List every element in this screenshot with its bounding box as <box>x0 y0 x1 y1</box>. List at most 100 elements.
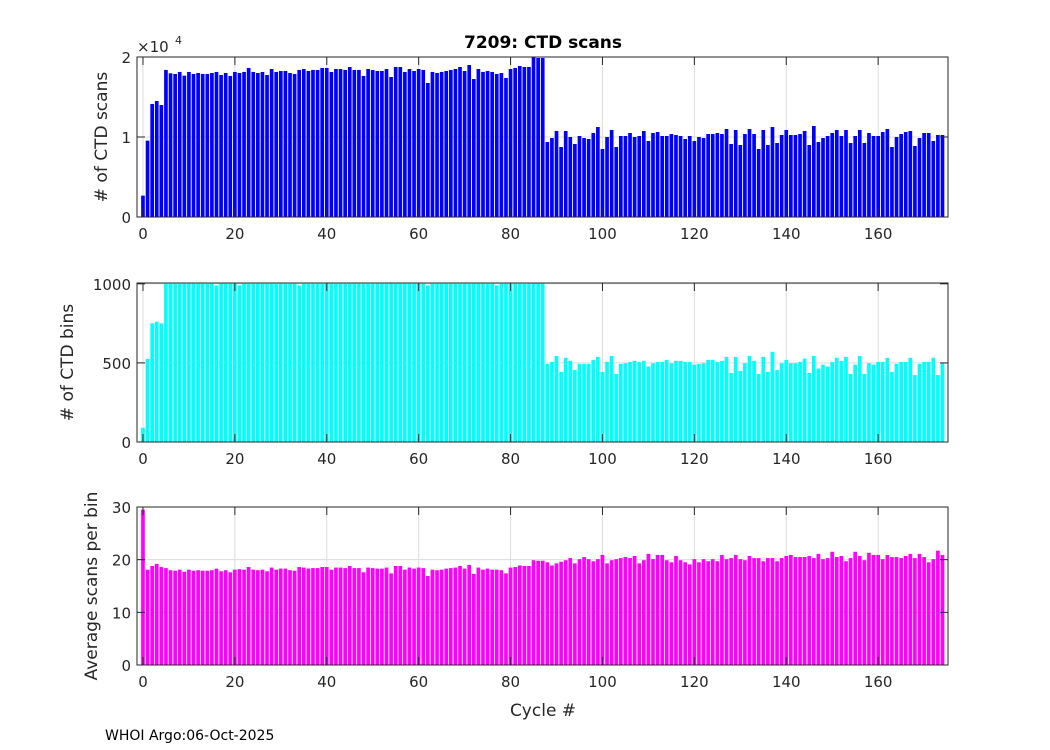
bar-cycle-19 <box>228 75 233 218</box>
bar-cycle-16 <box>214 71 219 218</box>
bar-cycle-97 <box>586 139 591 217</box>
bar-cycle-66 <box>444 283 449 442</box>
bar-cycle-3 <box>154 101 159 217</box>
bar-cycle-50 <box>370 69 375 218</box>
bar-cycle-110 <box>646 366 651 442</box>
y-tick-label: 2 <box>121 49 131 67</box>
bar-cycle-104 <box>619 363 623 442</box>
bar-cycle-141 <box>789 554 793 665</box>
bar-cycle-146 <box>811 558 816 665</box>
bar-cycle-128 <box>729 373 733 442</box>
bar-cycle-174 <box>940 135 945 217</box>
bar-cycle-13 <box>200 570 205 665</box>
bar-cycle-21 <box>237 569 242 665</box>
bar-cycle-52 <box>380 283 384 442</box>
bar-cycle-34 <box>297 285 302 442</box>
bar-cycle-136 <box>766 558 770 665</box>
x-tick-label: 120 <box>680 450 709 468</box>
bar-cycle-159 <box>871 364 876 442</box>
bar-cycle-160 <box>876 554 880 665</box>
bar-cycle-162 <box>885 129 890 217</box>
bar-cycle-47 <box>357 69 361 218</box>
bar-cycle-102 <box>609 560 614 665</box>
bar-cycle-21 <box>237 73 242 217</box>
bar-cycle-73 <box>476 69 481 217</box>
bar-cycle-2 <box>150 103 155 217</box>
bar-cycle-113 <box>660 361 665 442</box>
bar-cycle-111 <box>651 363 655 442</box>
bar-cycle-48 <box>361 283 366 442</box>
bar-cycle-168 <box>913 558 917 665</box>
bar-cycle-10 <box>187 283 191 442</box>
bar-cycle-87 <box>540 283 545 442</box>
bar-cycle-82 <box>517 565 522 665</box>
bar-cycle-120 <box>692 141 697 217</box>
bar-cycle-93 <box>568 360 573 442</box>
bar-cycle-35 <box>301 69 306 217</box>
bar-cycle-7 <box>173 570 177 665</box>
bar-cycle-158 <box>867 133 871 217</box>
bar-cycle-165 <box>899 134 903 217</box>
bar-cycle-68 <box>453 567 458 665</box>
bar-cycle-125 <box>715 133 720 217</box>
bar-cycle-149 <box>825 366 830 442</box>
bar-cycle-64 <box>435 73 439 217</box>
bar-cycle-7 <box>173 283 177 442</box>
bar-cycle-143 <box>798 134 802 217</box>
bar-cycle-90 <box>554 355 559 442</box>
bar-cycle-163 <box>890 371 894 442</box>
bar-cycle-40 <box>324 567 329 665</box>
bar-cycle-132 <box>747 129 752 217</box>
bar-cycle-103 <box>614 559 619 665</box>
bar-cycle-25 <box>256 570 260 665</box>
x-tick-label: 40 <box>317 450 336 468</box>
bar-cycle-55 <box>393 67 398 217</box>
bar-cycle-104 <box>619 136 623 217</box>
bar-cycle-13 <box>200 73 205 218</box>
bar-cycle-55 <box>393 283 398 442</box>
bar-cycle-59 <box>412 568 416 665</box>
bar-cycle-38 <box>315 283 320 442</box>
bar-cycle-66 <box>444 71 449 217</box>
bar-cycle-70 <box>462 283 467 442</box>
y-tick-label: 0 <box>121 209 131 227</box>
bar-cycle-48 <box>361 572 366 665</box>
bar-cycle-150 <box>830 361 835 442</box>
bar-cycle-149 <box>825 136 830 217</box>
bar-cycle-4 <box>159 105 164 217</box>
bar-cycle-91 <box>559 561 563 665</box>
bar-cycle-108 <box>637 136 642 217</box>
bar-cycle-9 <box>182 283 187 442</box>
bar-cycle-14 <box>205 570 210 665</box>
bar-cycle-1 <box>145 140 150 217</box>
bar-cycle-117 <box>678 136 683 217</box>
bar-cycle-129 <box>733 554 738 665</box>
bar-cycle-172 <box>931 141 936 217</box>
bar-cycle-28 <box>269 567 274 665</box>
bar-cycle-104 <box>619 558 623 665</box>
bar-cycle-88 <box>545 142 550 217</box>
bar-cycle-96 <box>582 363 586 442</box>
bar-cycle-32 <box>288 283 292 442</box>
bar-cycle-145 <box>807 555 812 665</box>
bar-cycle-114 <box>664 560 669 665</box>
bar-cycle-168 <box>913 146 917 217</box>
bar-cycle-156 <box>857 555 862 665</box>
bar-cycle-89 <box>550 565 554 665</box>
bar-cycle-12 <box>196 283 200 442</box>
bar-cycle-167 <box>908 131 913 217</box>
bar-cycle-75 <box>485 568 490 665</box>
bar-cycle-74 <box>481 283 485 442</box>
bar-cycle-30 <box>278 283 283 442</box>
y-axis-label: # of CTD bins <box>58 304 78 421</box>
x-tick-label: 80 <box>501 450 520 468</box>
bar-cycle-147 <box>816 553 821 665</box>
bar-cycle-123 <box>706 561 710 665</box>
bar-cycle-121 <box>697 137 701 217</box>
bar-cycle-152 <box>839 555 844 665</box>
bar-cycle-26 <box>260 569 265 665</box>
bar-cycle-35 <box>301 283 306 442</box>
bar-cycle-43 <box>338 283 343 442</box>
bar-cycle-72 <box>471 573 476 665</box>
